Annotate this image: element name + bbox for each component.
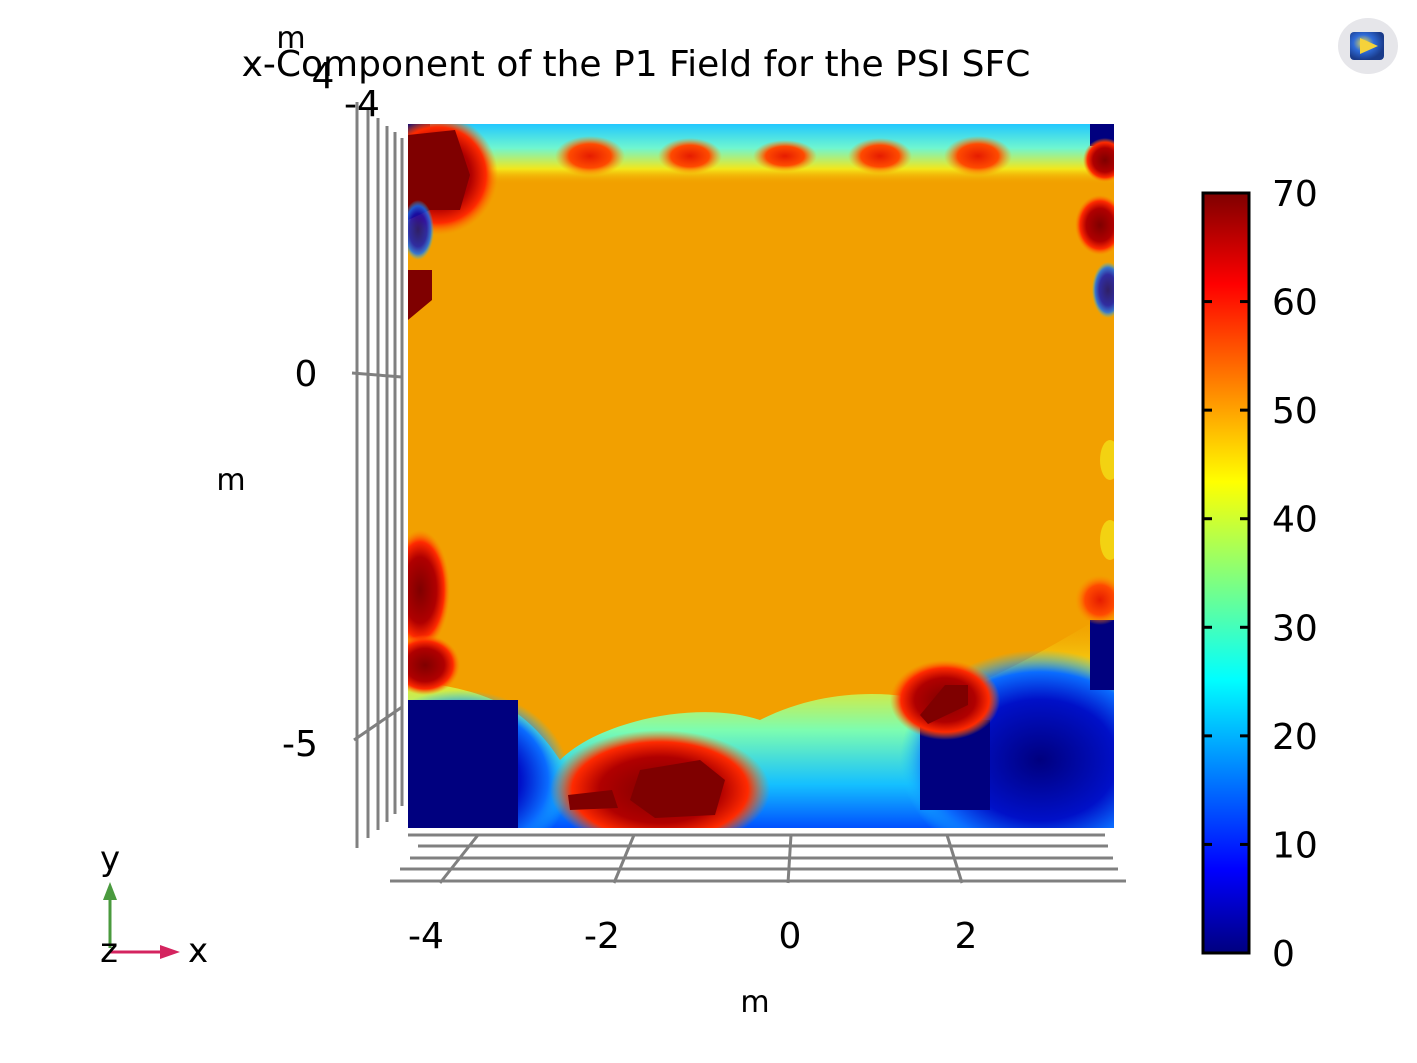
y-tick-labels: -4 0 -5 xyxy=(282,84,380,765)
colorbar-tick-label: 50 xyxy=(1272,391,1318,432)
x-tick-label: 2 xyxy=(955,916,978,957)
x-axis-label: m xyxy=(740,985,769,1020)
colorbar-tick-label: 0 xyxy=(1272,934,1295,975)
x-tick-labels: -4 -2 0 2 xyxy=(408,916,977,957)
hot-spot-top-edge-2 xyxy=(658,138,722,174)
hot-spot-top-edge-4 xyxy=(848,138,912,174)
chart-title: x-Component of the P1 Field for the PSI … xyxy=(242,44,1031,85)
hot-spot-top-edge-3 xyxy=(753,140,817,172)
colorbar-tick-label: 60 xyxy=(1272,283,1318,324)
colorbar-tick-label: 20 xyxy=(1272,717,1318,758)
y-tick-label: 0 xyxy=(295,354,318,395)
x-tick-label: 0 xyxy=(779,916,802,957)
colorbar: 70 60 50 40 30 20 10 0 xyxy=(1201,174,1318,975)
colorbar-tick-label: 10 xyxy=(1272,825,1318,866)
triad-z-label: z xyxy=(100,931,118,971)
triad-x-arrowhead xyxy=(160,945,180,959)
colorbar-gradient xyxy=(1201,191,1251,955)
axis-triad: y x z xyxy=(100,839,208,971)
y-tick-label: -4 xyxy=(344,84,380,125)
z-axis-unit-label: m xyxy=(276,21,305,56)
heatmap-surface xyxy=(408,124,1114,828)
hot-spot-top-edge-5 xyxy=(944,136,1012,176)
triad-y-arrowhead xyxy=(103,882,117,900)
colorbar-tick-label: 40 xyxy=(1272,500,1318,541)
bottom-axis-lines xyxy=(390,833,1126,884)
triad-x-label: x xyxy=(188,931,208,971)
triad-y-label: y xyxy=(100,839,120,879)
colorbar-ticks: 70 60 50 40 30 20 10 0 xyxy=(1203,174,1318,975)
y-axis-label: m xyxy=(216,463,245,498)
x-tick-label: -4 xyxy=(408,916,444,957)
hot-spot-top-edge-1 xyxy=(555,136,625,176)
app-logo-icon xyxy=(1338,18,1398,74)
colorbar-tick-label: 70 xyxy=(1272,174,1318,215)
y-tick-label: -5 xyxy=(282,724,318,765)
x-tick-label: -2 xyxy=(584,916,620,957)
colorbar-tick-label: 30 xyxy=(1272,608,1318,649)
left-axis-lines xyxy=(351,102,404,848)
z-axis-top-tick: 4 xyxy=(312,56,335,97)
